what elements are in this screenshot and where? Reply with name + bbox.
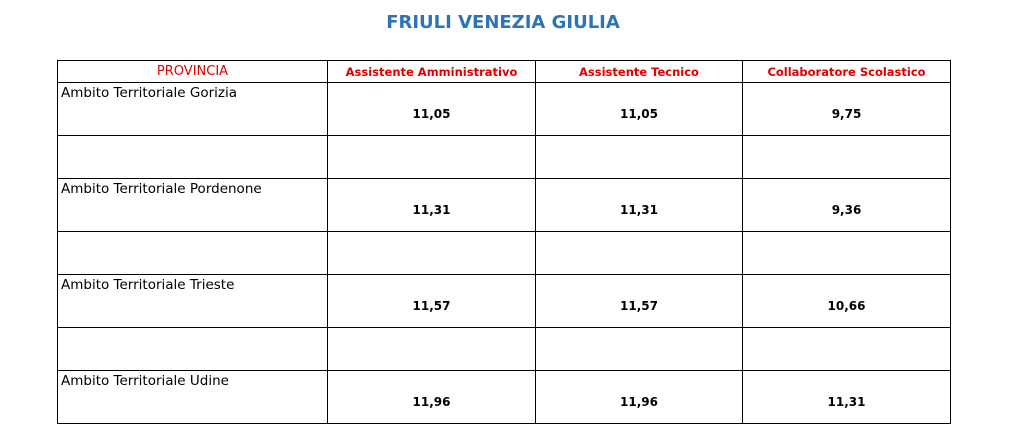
blank-row (57, 327, 951, 371)
blank-cell (57, 327, 328, 371)
value-cell: 11,05 (535, 82, 743, 136)
value-cell: 11,57 (327, 274, 536, 328)
value-cell: 10,66 (742, 274, 951, 328)
header-cell: Assistente Tecnico (535, 60, 743, 83)
value-cell: 11,31 (742, 370, 951, 424)
blank-cell (535, 135, 743, 179)
blank-cell (742, 135, 951, 179)
value-cell: 11,31 (327, 178, 536, 232)
value-cell: 11,31 (535, 178, 743, 232)
province-cell: Ambito Territoriale Gorizia (57, 82, 328, 136)
province-cell: Ambito Territoriale Pordenone (57, 178, 328, 232)
blank-cell (327, 231, 536, 275)
province-cell: Ambito Territoriale Udine (57, 370, 328, 424)
header-cell: Assistente Amministrativo (327, 60, 536, 83)
blank-cell (535, 327, 743, 371)
blank-row (57, 135, 951, 179)
table-body: PROVINCIA Assistente Amministrativo Assist… (57, 60, 951, 424)
table: PROVINCIA Assistente Amministrativo Assist… (57, 60, 951, 424)
data-row: Ambito Territoriale Udine 11,96 11,96 11,31 (57, 370, 951, 424)
header-row: PROVINCIA Assistente Amministrativo Assist… (57, 60, 951, 83)
header-cell: PROVINCIA (57, 60, 328, 83)
value-cell: 11,57 (535, 274, 743, 328)
blank-cell (742, 231, 951, 275)
data-row: Ambito Territoriale Pordenone 11,31 11,31 9… (57, 178, 951, 232)
value-cell: 11,05 (327, 82, 536, 136)
blank-cell (57, 231, 328, 275)
blank-cell (327, 135, 536, 179)
page: FRIULI VENEZIA GIULIA PROVINCIA Assistent… (57, 12, 951, 424)
data-row: Ambito Territoriale Trieste 11,57 11,57 10,… (57, 274, 951, 328)
title: FRIULI VENEZIA GIULIA (386, 12, 620, 33)
province-cell: Ambito Territoriale Trieste (57, 274, 328, 328)
blank-cell (535, 231, 743, 275)
blank-row (57, 231, 951, 275)
header-cell: Collaboratore Scolastico (742, 60, 951, 83)
blank-cell (327, 327, 536, 371)
value-cell: 11,96 (535, 370, 743, 424)
value-cell: 9,75 (742, 82, 951, 136)
data-row: Ambito Territoriale Gorizia 11,05 11,05 9,7… (57, 82, 951, 136)
value-cell: 9,36 (742, 178, 951, 232)
blank-cell (57, 135, 328, 179)
value-cell: 11,96 (327, 370, 536, 424)
blank-cell (742, 327, 951, 371)
